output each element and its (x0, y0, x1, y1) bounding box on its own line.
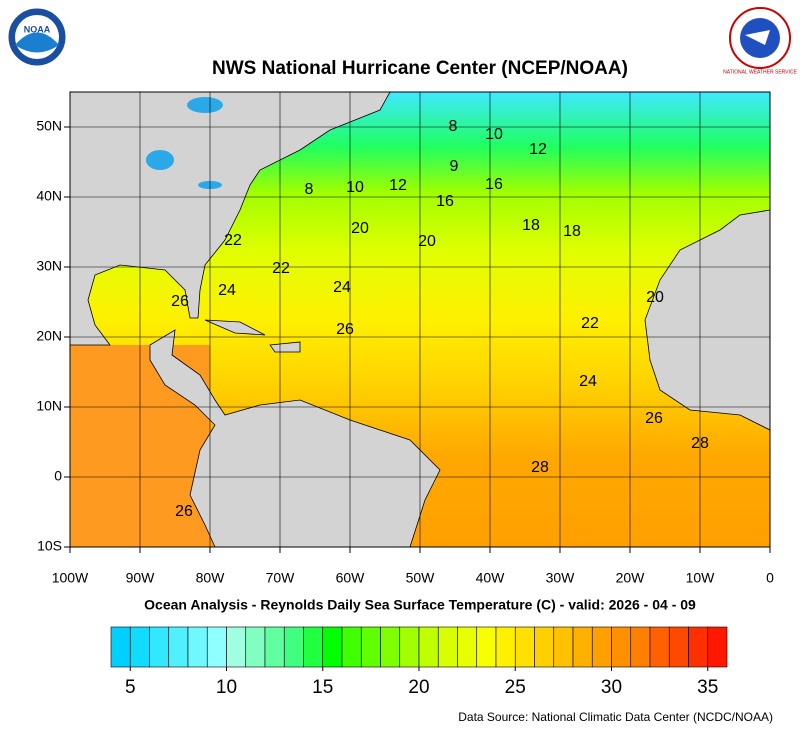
colorbar-box (668, 626, 689, 668)
colorbar-box (399, 626, 420, 668)
colorbar-box (110, 626, 131, 668)
colorbar-box (380, 626, 401, 668)
contour-label: 16 (436, 193, 454, 210)
contour-label: 8 (305, 181, 314, 198)
colorbar-label: 35 (697, 677, 718, 698)
lon-label: 0 (766, 570, 774, 586)
lat-label: 30N (36, 258, 62, 274)
logo-nws: NATIONAL WEATHER SERVICE (723, 7, 798, 75)
contour-label: 20 (351, 220, 369, 237)
colorbar-label: 20 (408, 677, 429, 698)
lon-label: 50W (406, 570, 436, 586)
colorbar-box (303, 626, 324, 668)
lon-label: 60W (336, 570, 366, 586)
colorbar-box (591, 626, 612, 668)
contour-label: 24 (218, 282, 236, 299)
lon-label: 40W (476, 570, 506, 586)
contour-label: 10 (485, 126, 503, 143)
contour-label: 28 (691, 435, 709, 452)
colorbar-box (187, 626, 208, 668)
colorbar-box (129, 626, 150, 668)
colorbar-box (437, 626, 458, 668)
contour-label: 22 (224, 232, 242, 249)
lat-label: 10S (37, 538, 62, 554)
colorbar-box (553, 626, 574, 668)
colorbar-label: 5 (125, 677, 136, 698)
contour-label: 20 (418, 233, 436, 250)
contour-label: 8 (449, 118, 458, 135)
colorbar-label: 10 (216, 677, 237, 698)
title: NWS National Hurricane Center (NCEP/NOAA… (212, 58, 628, 79)
contour-label: 12 (529, 141, 547, 158)
lon-label: 100W (52, 570, 89, 586)
colorbar-box (418, 626, 439, 668)
colorbar-box (476, 626, 497, 668)
nws-text: NATIONAL WEATHER SERVICE (723, 69, 797, 75)
contour-label: 22 (272, 260, 290, 277)
colorbar-box (611, 626, 632, 668)
lat-label: 50N (36, 118, 62, 134)
subtitle: Ocean Analysis - Reynolds Daily Sea Surf… (144, 597, 696, 613)
contour-label: 9 (450, 158, 459, 175)
contour-label: 26 (171, 293, 189, 310)
colorbar-label: 25 (505, 677, 526, 698)
lon-label: 20W (616, 570, 646, 586)
colorbar-box (457, 626, 478, 668)
map: 8 10 12 9 16 8 10 12 16 18 18 20 20 22 22 24 24 26 20 26 22 2… (70, 92, 770, 547)
contour-label: 26 (645, 410, 663, 427)
colorbar-box (149, 626, 170, 668)
source: Data Source: National Climatic Data Cent… (458, 710, 773, 724)
colorbar-box (572, 626, 593, 668)
lat-label: 40N (36, 188, 62, 204)
colorbar-box (360, 626, 381, 668)
contour-label: 24 (579, 373, 597, 390)
lon-label: 90W (126, 570, 156, 586)
colorbar-box (322, 626, 343, 668)
colorbar-box (630, 626, 651, 668)
contour-label: 20 (646, 289, 664, 306)
contour-label: 18 (563, 223, 581, 240)
lon-label: 80W (196, 570, 226, 586)
contour-label: 26 (175, 503, 193, 520)
lon-label: 70W (266, 570, 296, 586)
contour-label: 24 (333, 279, 351, 296)
contour-label: 16 (485, 176, 503, 193)
colorbar-box (341, 626, 362, 668)
colorbar-box (264, 626, 285, 668)
lat-label: 20N (36, 328, 62, 344)
contour-label: 26 (336, 321, 354, 338)
colorbar-box (283, 626, 304, 668)
lon-label: 30W (546, 570, 576, 586)
colorbar-box (226, 626, 247, 668)
colorbar-box (534, 626, 555, 668)
colorbar-box (495, 626, 516, 668)
contour-label: 22 (581, 315, 599, 332)
colorbar-label: 15 (312, 677, 333, 698)
lat-label: 0 (54, 468, 62, 484)
colorbar-label: 30 (601, 677, 622, 698)
lon-label: 10W (686, 570, 716, 586)
colorbar-box (514, 626, 535, 668)
colorbar-box (688, 626, 709, 668)
contour-label: 28 (531, 459, 549, 476)
colorbar-box (206, 626, 227, 668)
colorbar-box (245, 626, 266, 668)
contour-label: 10 (346, 179, 364, 196)
colorbar-box (649, 626, 670, 668)
colorbar-box (168, 626, 189, 668)
noaa-text: NOAA (24, 24, 51, 34)
contour-label: 12 (389, 177, 407, 194)
logo-noaa: NOAA (5, 5, 69, 69)
contour-label: 18 (522, 217, 540, 234)
lat-label: 10N (36, 398, 62, 414)
colorbar-box (707, 626, 728, 668)
